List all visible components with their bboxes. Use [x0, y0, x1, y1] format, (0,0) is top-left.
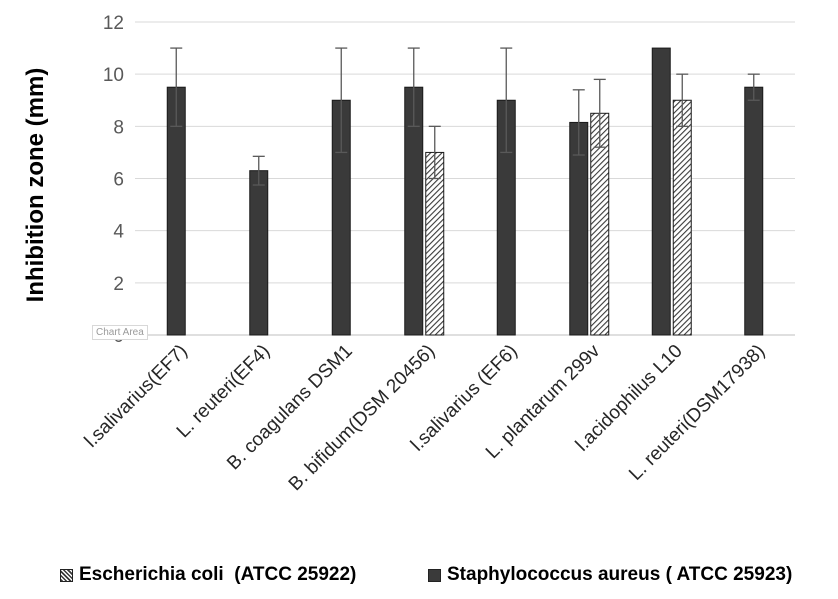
y-tick-label: 8	[113, 117, 124, 138]
y-tick-label: 4	[113, 222, 124, 243]
bar-escherichia-coli	[425, 151, 445, 336]
bars	[166, 47, 764, 336]
bar-staphylococcus-aureus	[651, 47, 671, 336]
y-axis-label: Inhibition zone (mm)	[22, 68, 49, 303]
legend-item-escherichia-coli: Escherichia coli (ATCC 25922)	[60, 564, 356, 586]
y-tick-label: 2	[113, 274, 124, 295]
legend-label: Escherichia coli (ATCC 25922)	[79, 564, 357, 585]
y-tick-label: 10	[103, 65, 124, 86]
bar-escherichia-coli	[672, 99, 692, 336]
x-tick-label: B. bifidum(DSM 20456)	[285, 341, 439, 495]
y-axis-ticks: 024681012	[103, 13, 125, 347]
x-tick-label: l.salivarius(EF7)	[81, 341, 192, 452]
legend-item-staphylococcus-aureus: Staphylococcus aureus ( ATCC 25923)	[428, 564, 792, 586]
y-tick-label: 12	[103, 13, 124, 34]
bar-staphylococcus-aureus	[744, 86, 764, 336]
error-bars	[170, 47, 760, 186]
bar-chart: 024681012 l.salivarius(EF7)L. reuteri(EF…	[22, 13, 795, 495]
bar-staphylococcus-aureus	[249, 170, 269, 336]
x-axis-ticks: l.salivarius(EF7)L. reuteri(EF4)B. coagu…	[81, 340, 770, 495]
legend: Escherichia coli (ATCC 25922) Staphyloco…	[0, 560, 838, 592]
chart-area-tooltip: Chart Area	[92, 325, 148, 340]
legend-swatch-solid	[428, 568, 441, 582]
x-tick-label: L. reuteri(DSM17938)	[625, 341, 769, 485]
y-tick-label: 6	[113, 170, 124, 191]
legend-label: Staphylococcus aureus ( ATCC 25923)	[447, 564, 793, 585]
gridlines	[135, 21, 795, 336]
legend-swatch-hatched	[60, 568, 73, 582]
